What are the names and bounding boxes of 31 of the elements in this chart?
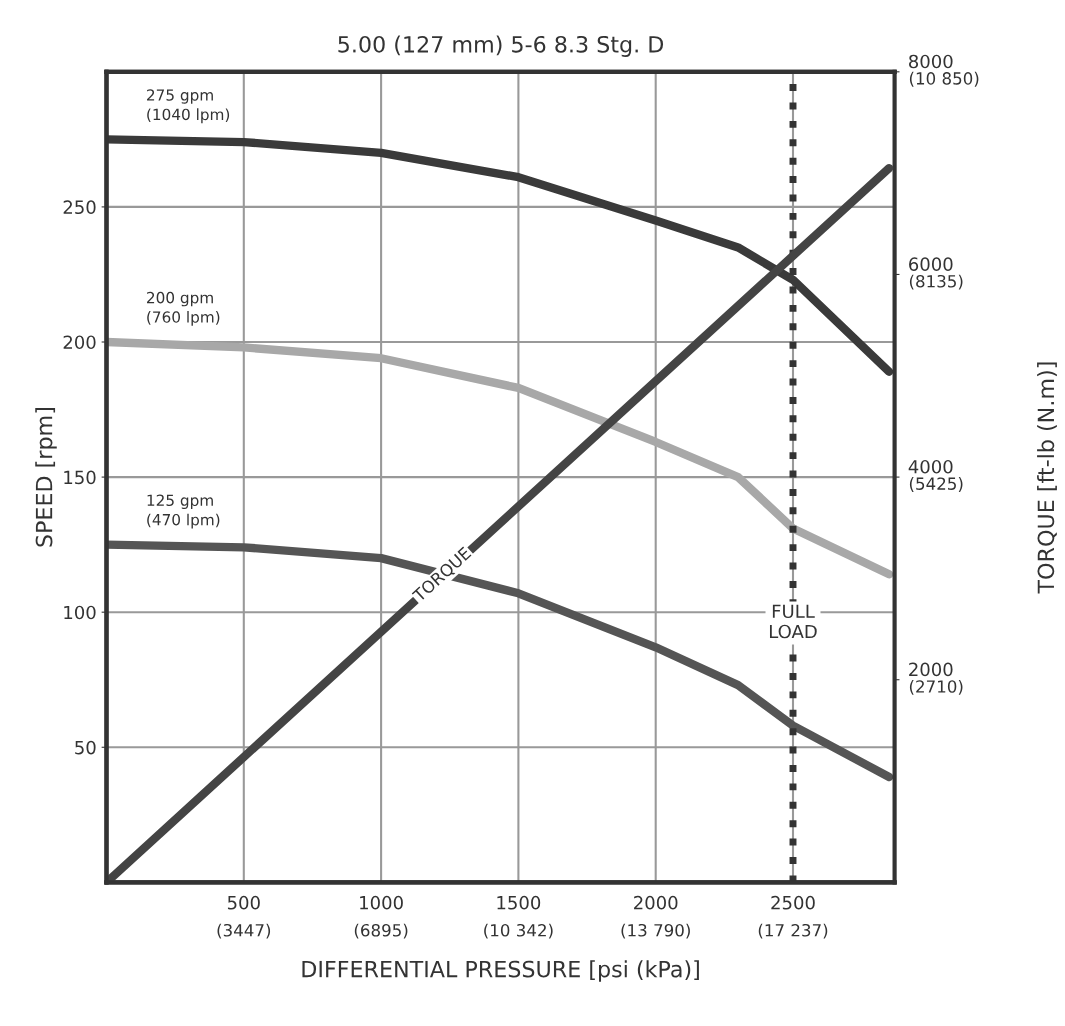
y-tick-label: 250 (63, 200, 96, 215)
x2-tick-label: (3447) (217, 923, 271, 939)
y2-axis-title: TORQUE [ft-lb (N.m)] (1037, 362, 1057, 594)
x-axis-title: DIFFERENTIAL PRESSURE [psi (kPa)] (302, 960, 699, 982)
series-label: 275 gpm (1040 lpm) (147, 89, 230, 124)
x2-tick-label: (17 237) (758, 923, 828, 939)
y-tick-label: 100 (64, 605, 96, 620)
y3-tick-label: (8135) (909, 274, 963, 290)
y-tick-label: 50 (75, 740, 96, 755)
y-tick-label: 150 (64, 470, 96, 485)
y-axis-title: SPEED [rpm] (35, 408, 57, 547)
series-label: 200 gpm (760 lpm) (147, 291, 220, 326)
y3-tick-label: (5425) (909, 477, 963, 492)
x-tick-label: 2500 (771, 895, 815, 910)
ref-line-label: FULL LOAD (769, 604, 817, 639)
y-tick-label: 200 (63, 335, 96, 350)
x2-tick-label: (13 790) (621, 923, 690, 939)
y2-tick-label: 2000 (909, 662, 953, 677)
x-tick-label: 500 (227, 895, 260, 910)
y3-tick-label: (2710) (909, 679, 963, 695)
x-tick-label: 2000 (634, 895, 678, 910)
y2-tick-label: 8000 (909, 54, 953, 69)
y2-tick-label: 4000 (908, 459, 953, 474)
y2-tick-label: 6000 (909, 257, 953, 271)
x-tick-label: 1500 (497, 895, 541, 910)
x2-tick-label: (6895) (354, 923, 408, 939)
x2-tick-label: (10 342) (484, 923, 553, 939)
series-label: 125 gpm (470 lpm) (147, 494, 220, 529)
y3-tick-label: (10 850) (909, 71, 979, 87)
x-tick-label: 1000 (360, 895, 403, 910)
chart-title: 5.00 (127 mm) 5-6 8.3 Stg. D (338, 35, 664, 57)
